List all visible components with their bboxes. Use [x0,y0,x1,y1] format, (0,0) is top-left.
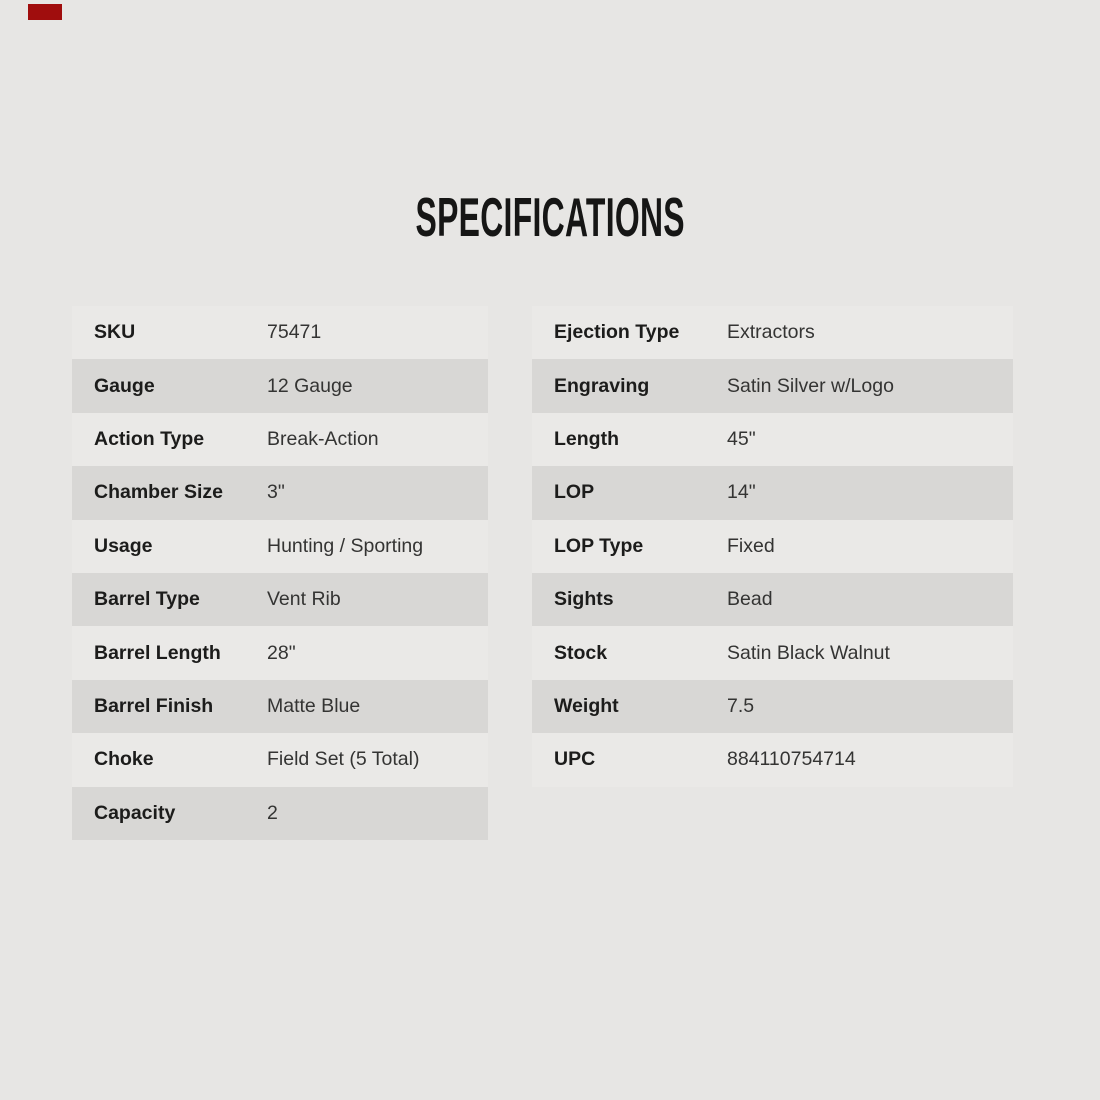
spec-value: 2 [267,801,278,824]
spec-label: Barrel Finish [94,694,214,717]
spec-row-barrel-type: Barrel Type Vent Rib [72,572,488,627]
spec-value: 3" [267,481,285,504]
spec-value: 45" [727,427,756,450]
spec-value: Matte Blue [267,694,361,717]
spec-value: Vent Rib [267,588,341,611]
spec-row-upc: UPC 884110754714 [532,733,1013,787]
spec-label: Barrel Length [94,641,221,664]
spec-value: Satin Black Walnut [727,641,890,664]
page-title: SPECIFICATIONS [415,186,685,248]
spec-label: Engraving [554,374,650,397]
spec-label: Length [554,427,619,450]
spec-row-lop: LOP 14" [532,466,1013,520]
spec-table-right: Ejection Type Extractors Engraving Satin… [532,306,1013,840]
spec-value: Satin Silver w/Logo [727,374,894,397]
spec-row-weight: Weight 7.5 [532,679,1013,734]
spec-label: UPC [554,748,596,771]
spec-label: Stock [554,641,608,664]
spec-row-barrel-length: Barrel Length 28" [72,626,488,680]
spec-row-length: Length 45" [532,412,1013,467]
spec-row-capacity: Capacity 2 [72,786,488,840]
spec-value: 75471 [267,321,322,344]
spec-value: Field Set (5 Total) [267,748,420,771]
spec-row-engraving: Engraving Satin Silver w/Logo [532,359,1013,413]
spec-row-action-type: Action Type Break-Action [72,412,488,467]
red-marker-badge [28,4,62,20]
spec-row-barrel-finish: Barrel Finish Matte Blue [72,679,488,734]
spec-label: LOP [554,481,595,504]
spec-label: Chamber Size [94,481,223,504]
spec-value: Break-Action [267,427,379,450]
spec-label: Sights [554,588,614,611]
spec-value: Bead [727,588,773,611]
spec-label: Ejection Type [554,321,680,344]
spec-row-gauge: Gauge 12 Gauge [72,359,488,413]
spec-label: Choke [94,748,154,771]
spec-table-left: SKU 75471 Gauge 12 Gauge Action Type Bre… [72,306,488,840]
spec-row-usage: Usage Hunting / Sporting [72,519,488,573]
spec-value: 884110754714 [727,748,856,771]
spec-value: Fixed [727,534,775,557]
spec-row-lop-type: LOP Type Fixed [532,519,1013,573]
spec-value: 12 Gauge [267,374,353,397]
spec-label: LOP Type [554,534,644,557]
spec-tables: SKU 75471 Gauge 12 Gauge Action Type Bre… [72,306,1013,840]
spec-label: Gauge [94,374,155,397]
spec-value: 14" [727,481,756,504]
spec-row-choke: Choke Field Set (5 Total) [72,733,488,787]
spec-label: Usage [94,534,153,557]
spec-label: Action Type [94,427,205,450]
spec-label: Barrel Type [94,588,200,611]
spec-row-stock: Stock Satin Black Walnut [532,626,1013,680]
spec-row-sights: Sights Bead [532,572,1013,627]
spec-value: Extractors [727,321,815,344]
spec-row-sku: SKU 75471 [72,306,488,360]
spec-value: 28" [267,641,296,664]
spec-row-chamber-size: Chamber Size 3" [72,466,488,520]
spec-label: Capacity [94,801,176,824]
spec-row-ejection-type: Ejection Type Extractors [532,306,1013,360]
spec-value: Hunting / Sporting [267,534,424,557]
spec-label: Weight [554,694,619,717]
page-title-wrap: SPECIFICATIONS [0,190,1100,245]
spec-value: 7.5 [727,694,755,717]
spec-label: SKU [94,321,136,344]
